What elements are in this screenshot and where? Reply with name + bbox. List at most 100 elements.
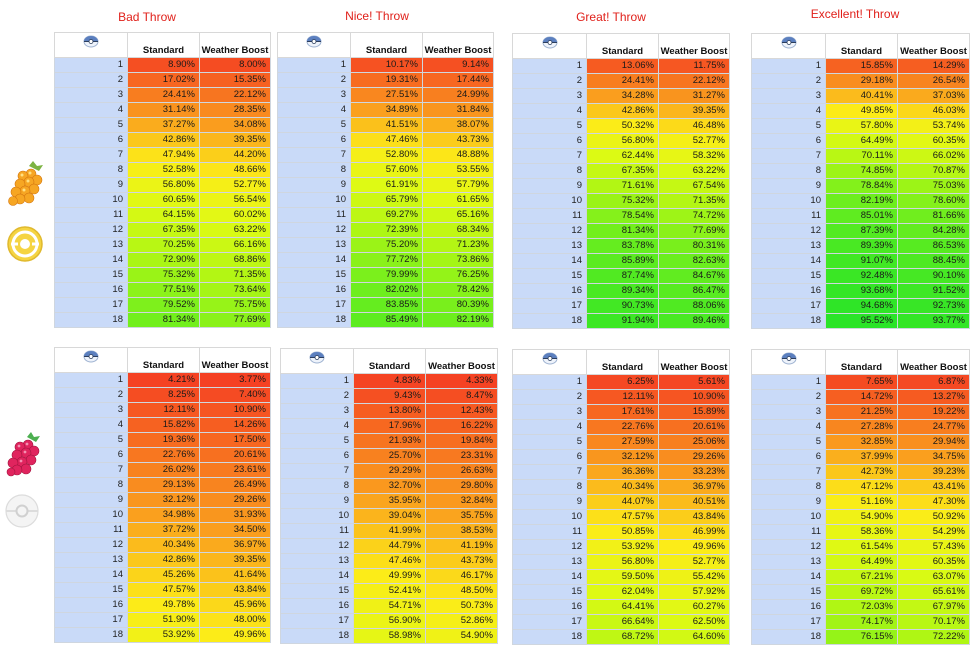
standard-rate-cell: 12.11% bbox=[127, 402, 200, 418]
weather-boost-rate-cell: 68.34% bbox=[422, 222, 494, 238]
table-row: 15 79.99% 76.25% bbox=[277, 267, 494, 283]
standard-rate-cell: 89.39% bbox=[825, 238, 898, 254]
standard-rate-cell: 66.64% bbox=[586, 614, 659, 630]
table-row: 13 56.80% 52.77% bbox=[512, 554, 730, 570]
level-cell: 5 bbox=[751, 118, 826, 134]
table-row: 12 87.39% 84.28% bbox=[751, 223, 970, 239]
table-row: 11 58.36% 54.29% bbox=[751, 524, 970, 540]
standard-rate-cell: 58.98% bbox=[353, 628, 426, 644]
catch-rate-table: Standard Weather Boost 1 10.17% 9.14% 2 19.31%… bbox=[277, 32, 494, 328]
weather-boost-rate-cell: 12.43% bbox=[425, 403, 498, 419]
standard-rate-cell: 39.04% bbox=[353, 508, 426, 524]
standard-rate-cell: 94.68% bbox=[825, 298, 898, 314]
table-row: 10 39.04% 35.75% bbox=[280, 508, 498, 524]
level-cell: 12 bbox=[54, 222, 128, 238]
table-row: 10 65.79% 61.65% bbox=[277, 192, 494, 208]
standard-rate-cell: 67.35% bbox=[586, 163, 659, 179]
weather-boost-rate-cell: 17.44% bbox=[422, 72, 494, 88]
pokeball-header-cell bbox=[54, 347, 128, 373]
weather-boost-rate-cell: 68.86% bbox=[199, 252, 271, 268]
standard-rate-cell: 34.28% bbox=[586, 88, 659, 104]
table-row: 18 81.34% 77.69% bbox=[54, 312, 271, 328]
level-cell: 17 bbox=[751, 298, 826, 314]
level-cell: 4 bbox=[751, 103, 826, 119]
weather-boost-rate-cell: 36.97% bbox=[658, 479, 730, 495]
level-cell: 16 bbox=[751, 599, 826, 615]
standard-rate-cell: 64.49% bbox=[825, 133, 898, 149]
weather-boost-rate-cell: 57.43% bbox=[897, 539, 970, 555]
level-cell: 10 bbox=[751, 509, 826, 525]
weather-boost-rate-cell: 41.19% bbox=[425, 538, 498, 554]
weather-boost-rate-cell: 19.22% bbox=[897, 404, 970, 420]
standard-rate-cell: 64.15% bbox=[127, 207, 200, 223]
level-cell: 12 bbox=[512, 539, 587, 555]
standard-rate-cell: 52.80% bbox=[350, 147, 423, 163]
level-cell: 2 bbox=[751, 73, 826, 89]
standard-rate-cell: 12.11% bbox=[586, 389, 659, 405]
table-row: 14 72.90% 68.86% bbox=[54, 252, 271, 268]
level-cell: 10 bbox=[54, 507, 128, 523]
table-header-row: Standard Weather Boost bbox=[54, 347, 271, 373]
level-cell: 14 bbox=[54, 567, 128, 583]
standard-rate-cell: 81.34% bbox=[586, 223, 659, 239]
table-row: 4 22.76% 20.61% bbox=[512, 419, 730, 435]
standard-rate-cell: 72.90% bbox=[127, 252, 200, 268]
weather-boost-rate-cell: 81.66% bbox=[897, 208, 970, 224]
level-cell: 1 bbox=[512, 374, 587, 390]
table-row: 18 85.49% 82.19% bbox=[277, 312, 494, 328]
pokeball-icon bbox=[542, 36, 557, 49]
throw-title-great: Great! Throw bbox=[576, 10, 646, 24]
table-row: 11 69.27% 65.16% bbox=[277, 207, 494, 223]
table-row: 1 10.17% 9.14% bbox=[277, 57, 494, 73]
table-row: 3 40.41% 37.03% bbox=[751, 88, 970, 104]
weather-boost-rate-cell: 24.77% bbox=[897, 419, 970, 435]
throw-title-bad: Bad Throw bbox=[118, 10, 176, 24]
weather-boost-column-header: Weather Boost bbox=[199, 347, 271, 373]
weather-boost-rate-cell: 26.63% bbox=[425, 463, 498, 479]
standard-rate-cell: 25.70% bbox=[353, 448, 426, 464]
weather-boost-rate-cell: 60.27% bbox=[658, 599, 730, 615]
standard-rate-cell: 49.85% bbox=[825, 103, 898, 119]
weather-boost-rate-cell: 58.32% bbox=[658, 148, 730, 164]
table-row: 18 53.92% 49.96% bbox=[54, 627, 271, 643]
standard-rate-cell: 37.72% bbox=[127, 522, 200, 538]
standard-rate-cell: 61.54% bbox=[825, 539, 898, 555]
weather-boost-rate-cell: 20.61% bbox=[199, 447, 271, 463]
standard-column-header: Standard bbox=[586, 349, 659, 375]
table-row: 7 47.94% 44.20% bbox=[54, 147, 271, 163]
table-header-row: Standard Weather Boost bbox=[512, 33, 730, 59]
weather-boost-rate-cell: 26.49% bbox=[199, 477, 271, 493]
table-row: 3 21.25% 19.22% bbox=[751, 404, 970, 420]
weather-boost-column-header: Weather Boost bbox=[897, 349, 970, 375]
table-row: 9 56.80% 52.77% bbox=[54, 177, 271, 193]
weather-boost-rate-cell: 71.35% bbox=[658, 193, 730, 209]
weather-boost-rate-cell: 14.26% bbox=[199, 417, 271, 433]
weather-boost-rate-cell: 29.26% bbox=[658, 449, 730, 465]
table-row: 1 15.85% 14.29% bbox=[751, 58, 970, 74]
weather-boost-rate-cell: 63.22% bbox=[658, 163, 730, 179]
standard-rate-cell: 32.12% bbox=[586, 449, 659, 465]
weather-boost-rate-cell: 22.12% bbox=[658, 73, 730, 89]
standard-rate-cell: 62.44% bbox=[586, 148, 659, 164]
weather-boost-rate-cell: 10.90% bbox=[199, 402, 271, 418]
table-row: 10 54.90% 50.92% bbox=[751, 509, 970, 525]
level-cell: 8 bbox=[512, 163, 587, 179]
level-cell: 17 bbox=[280, 613, 354, 629]
table-row: 1 8.90% 8.00% bbox=[54, 57, 271, 73]
table-row: 2 29.18% 26.54% bbox=[751, 73, 970, 89]
standard-rate-cell: 32.85% bbox=[825, 434, 898, 450]
level-cell: 5 bbox=[54, 117, 128, 133]
weather-boost-rate-cell: 43.73% bbox=[425, 553, 498, 569]
table-row: 12 81.34% 77.69% bbox=[512, 223, 730, 239]
pokeball-header-cell bbox=[751, 33, 826, 59]
level-cell: 7 bbox=[54, 147, 128, 163]
table-row: 5 27.59% 25.06% bbox=[512, 434, 730, 450]
level-cell: 16 bbox=[277, 282, 351, 298]
table-row: 1 6.25% 5.61% bbox=[512, 374, 730, 390]
table-row: 9 61.91% 57.79% bbox=[277, 177, 494, 193]
table-row: 4 31.14% 28.35% bbox=[54, 102, 271, 118]
level-cell: 6 bbox=[512, 449, 587, 465]
table-row: 11 37.72% 34.50% bbox=[54, 522, 271, 538]
table-row: 1 4.83% 4.33% bbox=[280, 373, 498, 389]
standard-rate-cell: 31.14% bbox=[127, 102, 200, 118]
